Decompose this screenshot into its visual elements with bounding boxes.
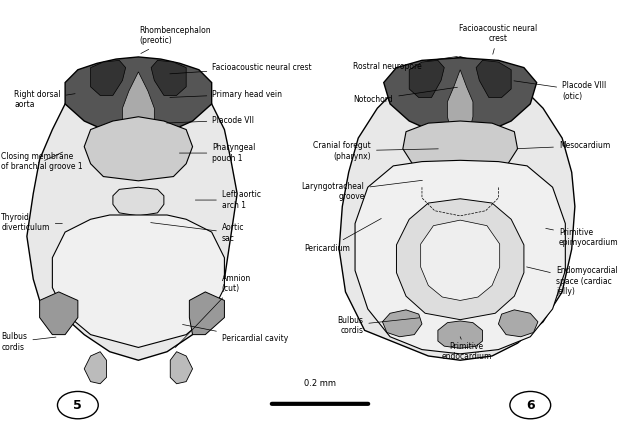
Text: Mesocardium: Mesocardium: [517, 141, 610, 150]
Text: Primitive
endocardium: Primitive endocardium: [442, 337, 492, 361]
Text: Rhombencephalon
(preotic): Rhombencephalon (preotic): [139, 26, 211, 53]
Polygon shape: [339, 57, 575, 360]
Text: Amnion
(cut): Amnion (cut): [175, 273, 251, 347]
Text: 0.2 mm: 0.2 mm: [304, 378, 336, 387]
Text: Closing membrane
of branchial groove 1: Closing membrane of branchial groove 1: [1, 152, 83, 171]
Text: 5: 5: [74, 399, 82, 412]
Text: Primary head vein: Primary head vein: [170, 89, 282, 98]
Polygon shape: [52, 215, 225, 347]
Text: Left aortic
arch 1: Left aortic arch 1: [195, 190, 261, 210]
Polygon shape: [438, 321, 483, 348]
Polygon shape: [447, 70, 473, 132]
Text: Laryngotracheal
groove: Laryngotracheal groove: [301, 180, 422, 201]
Polygon shape: [420, 220, 500, 301]
Polygon shape: [403, 121, 518, 175]
Polygon shape: [113, 187, 164, 216]
Polygon shape: [84, 117, 193, 181]
Polygon shape: [170, 352, 193, 384]
Text: Placode VIII
(otic): Placode VIII (otic): [514, 81, 606, 101]
Text: Rostral neuropore: Rostral neuropore: [353, 56, 458, 71]
Polygon shape: [27, 61, 237, 360]
Text: Pericardium: Pericardium: [305, 218, 381, 253]
Text: Pericardial cavity: Pericardial cavity: [182, 325, 288, 344]
Text: 6: 6: [526, 399, 534, 412]
Text: Primitive
epimyocardium: Primitive epimyocardium: [546, 227, 619, 247]
Text: Aortic
sac: Aortic sac: [150, 223, 244, 243]
Polygon shape: [384, 58, 537, 132]
Polygon shape: [84, 352, 106, 384]
Polygon shape: [409, 60, 444, 98]
Polygon shape: [383, 310, 422, 337]
Text: Bulbus
cordis: Bulbus cordis: [1, 332, 56, 352]
Text: Pharyngeal
pouch 1: Pharyngeal pouch 1: [179, 143, 256, 163]
Text: Cranial foregut
(pharynx): Cranial foregut (pharynx): [313, 141, 438, 161]
Polygon shape: [122, 72, 154, 136]
Polygon shape: [65, 57, 212, 136]
Polygon shape: [499, 310, 538, 337]
Text: Bulbus
cordis: Bulbus cordis: [337, 316, 419, 335]
Polygon shape: [91, 60, 125, 95]
Text: Placode VII: Placode VII: [166, 116, 254, 125]
Polygon shape: [189, 292, 225, 335]
Text: Facioacoustic neural
crest: Facioacoustic neural crest: [460, 24, 538, 54]
Text: Endomyocardial
space (cardiac
jelly): Endomyocardial space (cardiac jelly): [527, 266, 618, 296]
Text: Right dorsal
aorta: Right dorsal aorta: [14, 90, 75, 109]
Polygon shape: [476, 60, 511, 98]
Text: Facioacoustic neural crest: Facioacoustic neural crest: [170, 63, 312, 74]
Polygon shape: [396, 199, 524, 319]
Polygon shape: [40, 292, 78, 335]
Text: Thyroid
diverticulum: Thyroid diverticulum: [1, 213, 62, 232]
Polygon shape: [151, 60, 186, 95]
Polygon shape: [355, 160, 565, 354]
Text: Notochord: Notochord: [353, 87, 458, 104]
